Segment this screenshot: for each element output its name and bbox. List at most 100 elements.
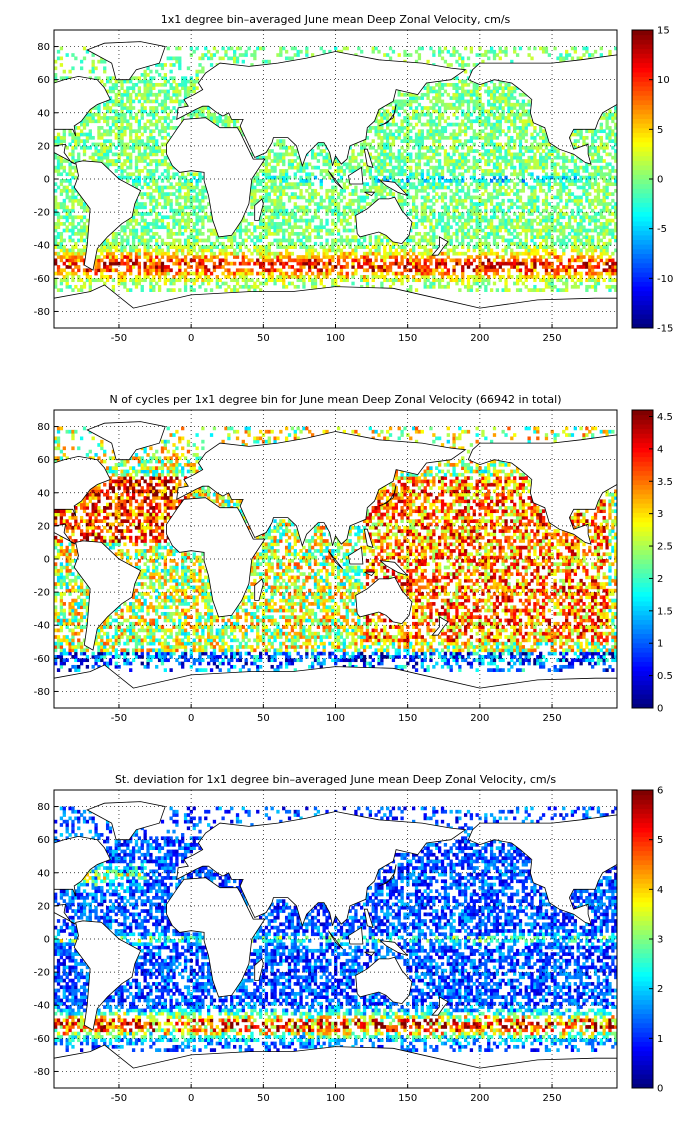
heatmap-cell — [115, 136, 118, 140]
heatmap-cell — [351, 252, 354, 256]
heatmap-cell — [120, 136, 123, 140]
heatmap-cell — [135, 129, 138, 133]
heatmap-cell — [513, 258, 516, 262]
heatmap-cell — [383, 268, 386, 272]
heatmap-cell — [455, 166, 458, 170]
heatmap-cell — [395, 278, 398, 282]
heatmap-cell — [369, 249, 372, 253]
heatmap-cell — [294, 172, 297, 176]
heatmap-cell — [591, 143, 594, 147]
heatmap-cell — [144, 179, 147, 183]
heatmap-cell — [291, 186, 294, 190]
heatmap-cell — [530, 159, 533, 163]
heatmap-cell — [605, 225, 608, 229]
heatmap-cell — [507, 136, 510, 140]
heatmap-cell — [360, 205, 363, 209]
heatmap-cell — [441, 285, 444, 289]
heatmap-cell — [233, 123, 236, 127]
heatmap-cell — [308, 232, 311, 236]
heatmap-cell — [120, 126, 123, 130]
heatmap-cell — [178, 245, 181, 249]
heatmap-cell — [539, 166, 542, 170]
heatmap-cell — [406, 136, 409, 140]
heatmap-cell — [426, 159, 429, 163]
heatmap-cell — [279, 143, 282, 147]
heatmap-cell — [380, 172, 383, 176]
heatmap-cell — [123, 169, 126, 173]
heatmap-cell — [455, 232, 458, 236]
heatmap-cell — [271, 176, 274, 180]
heatmap-cell — [103, 275, 106, 279]
heatmap-cell — [216, 245, 219, 249]
heatmap-cell — [582, 245, 585, 249]
heatmap-cell — [256, 189, 259, 193]
heatmap-cell — [455, 133, 458, 137]
heatmap-cell — [383, 176, 386, 180]
heatmap-cell — [123, 249, 126, 253]
heatmap-cell — [493, 162, 496, 166]
heatmap-cell — [129, 166, 132, 170]
heatmap-cell — [216, 285, 219, 289]
heatmap-cell — [467, 159, 470, 163]
heatmap-cell — [146, 252, 149, 256]
heatmap-cell — [553, 225, 556, 229]
heatmap-cell — [282, 265, 285, 269]
heatmap-cell — [158, 258, 161, 262]
heatmap-cell — [325, 275, 328, 279]
heatmap-cell — [193, 172, 196, 176]
heatmap-cell — [568, 265, 571, 269]
heatmap-cell — [513, 166, 516, 170]
heatmap-cell — [594, 199, 597, 203]
heatmap-cell — [77, 156, 80, 160]
heatmap-cell — [305, 199, 308, 203]
heatmap-cell — [158, 235, 161, 239]
heatmap-cell — [476, 166, 479, 170]
heatmap-cell — [308, 196, 311, 200]
heatmap-cell — [323, 156, 326, 160]
heatmap-cell — [522, 225, 525, 229]
heatmap-cell — [603, 189, 606, 193]
heatmap-cell — [207, 268, 210, 272]
heatmap-cell — [193, 258, 196, 262]
heatmap-cell — [559, 239, 562, 243]
heatmap-cell — [556, 288, 559, 292]
heatmap-cell — [455, 239, 458, 243]
heatmap-cell — [377, 252, 380, 256]
heatmap-cell — [129, 139, 132, 143]
heatmap-cell — [441, 133, 444, 137]
heatmap-cell — [112, 119, 115, 123]
heatmap-cell — [317, 205, 320, 209]
heatmap-cell — [484, 126, 487, 130]
heatmap-cell — [556, 219, 559, 223]
heatmap-cell — [559, 179, 562, 183]
heatmap-cell — [294, 196, 297, 200]
heatmap-cell — [565, 245, 568, 249]
heatmap-cell — [299, 215, 302, 219]
heatmap-cell — [323, 169, 326, 173]
heatmap-cell — [141, 156, 144, 160]
heatmap-cell — [464, 129, 467, 133]
heatmap-cell — [129, 258, 132, 262]
heatmap-cell — [533, 156, 536, 160]
heatmap-cell — [184, 258, 187, 262]
heatmap-cell — [129, 268, 132, 272]
heatmap-cell — [210, 272, 213, 276]
heatmap-cell — [377, 242, 380, 246]
heatmap-cell — [155, 215, 158, 219]
heatmap-cell — [279, 268, 282, 272]
heatmap-cell — [193, 235, 196, 239]
heatmap-cell — [265, 225, 268, 229]
heatmap-cell — [302, 205, 305, 209]
heatmap-cell — [418, 156, 421, 160]
heatmap-cell — [155, 139, 158, 143]
heatmap-cell — [357, 239, 360, 243]
heatmap-cell — [542, 225, 545, 229]
heatmap-cell — [510, 232, 513, 236]
heatmap-cell — [603, 262, 606, 266]
heatmap-cell — [175, 182, 178, 186]
heatmap-cell — [556, 192, 559, 196]
heatmap-cell — [412, 205, 415, 209]
heatmap-cell — [363, 262, 366, 266]
heatmap-cell — [374, 255, 377, 259]
heatmap-cell — [507, 288, 510, 292]
